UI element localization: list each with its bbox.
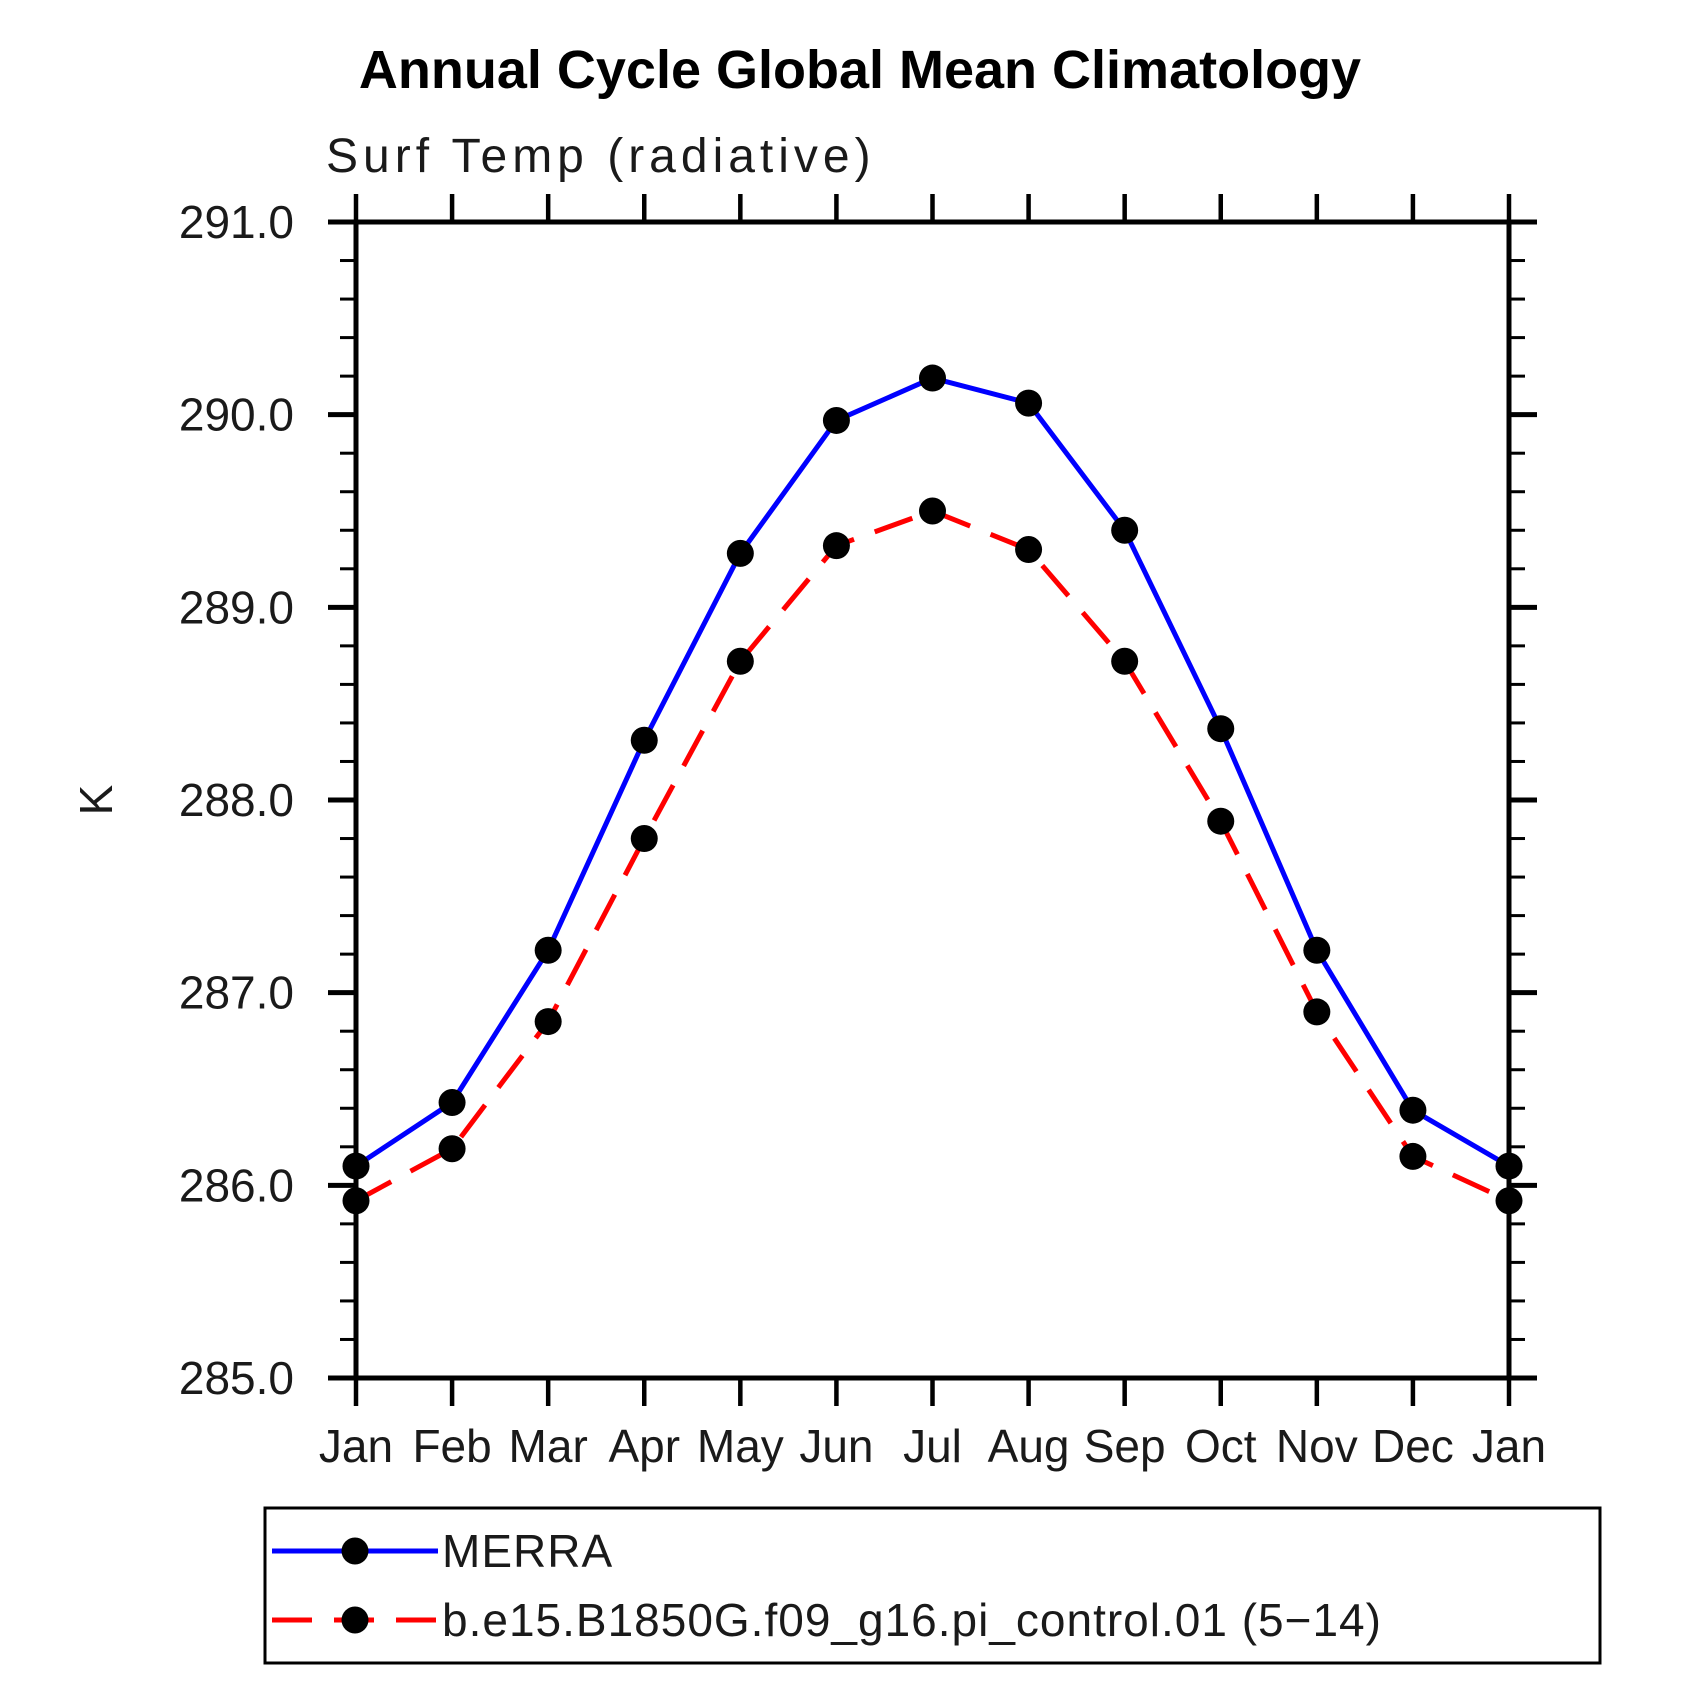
data-series bbox=[342, 364, 1523, 1215]
y-tick-label: 287.0 bbox=[179, 967, 294, 1019]
plot-border bbox=[353, 219, 1512, 1381]
y-tick-label: 288.0 bbox=[179, 774, 294, 826]
data-point-model bbox=[1207, 807, 1235, 835]
data-point-model bbox=[1399, 1142, 1427, 1170]
x-axis-ticks bbox=[353, 194, 1512, 1406]
data-point-model bbox=[822, 532, 850, 560]
data-point-merra bbox=[1303, 936, 1331, 964]
x-axis-tick-labels: Jan Feb Mar Apr May Jun Jul Aug Sep Oct Nov Dec Jan bbox=[319, 1420, 1546, 1472]
data-point-model bbox=[342, 1187, 370, 1215]
legend-marker bbox=[341, 1537, 369, 1565]
y-axis-label: K bbox=[70, 784, 122, 815]
data-point-merra bbox=[630, 726, 658, 754]
y-axis-tick-labels: 285.0 286.0 287.0 288.0 289.0 290.0 291.0 bbox=[179, 196, 294, 1404]
x-tick-label: May bbox=[697, 1420, 784, 1472]
data-point-merra bbox=[1207, 715, 1235, 743]
data-point-model bbox=[919, 497, 946, 525]
data-point-model bbox=[438, 1135, 466, 1163]
x-tick-label: Mar bbox=[509, 1420, 588, 1472]
data-point-model bbox=[630, 825, 658, 853]
data-point-model bbox=[1111, 647, 1139, 675]
data-point-merra bbox=[1015, 389, 1043, 417]
data-point-merra bbox=[1111, 516, 1139, 544]
x-tick-label: Nov bbox=[1276, 1420, 1358, 1472]
x-tick-label: Feb bbox=[412, 1420, 491, 1472]
y-tick-label: 291.0 bbox=[179, 196, 294, 248]
data-point-model bbox=[534, 1008, 562, 1036]
data-point-merra bbox=[438, 1088, 466, 1116]
data-point-merra bbox=[919, 364, 946, 392]
x-tick-label: Jan bbox=[1472, 1420, 1546, 1472]
y-tick-label: 286.0 bbox=[179, 1159, 294, 1211]
plot-frame bbox=[353, 219, 1512, 1381]
x-tick-label: Jan bbox=[319, 1420, 393, 1472]
x-tick-label: Sep bbox=[1084, 1420, 1166, 1472]
y-tick-label: 285.0 bbox=[179, 1352, 294, 1404]
series-line-merra bbox=[354, 375, 1511, 1169]
y-axis-ticks bbox=[328, 219, 1537, 1381]
data-point-model bbox=[1495, 1187, 1523, 1215]
x-tick-label: Jun bbox=[799, 1420, 873, 1472]
data-point-model bbox=[1015, 536, 1043, 564]
data-point-model bbox=[726, 647, 754, 675]
chart-title: Annual Cycle Global Mean Climatology bbox=[359, 40, 1361, 100]
data-point-merra bbox=[1399, 1096, 1427, 1124]
data-point-merra bbox=[822, 406, 850, 434]
data-point-merra bbox=[342, 1152, 370, 1180]
series-line-model bbox=[354, 508, 1511, 1204]
x-tick-label: Jul bbox=[903, 1420, 962, 1472]
x-tick-label: Dec bbox=[1372, 1420, 1454, 1472]
legend-box bbox=[263, 1506, 1602, 1665]
legend-label: MERRA bbox=[442, 1525, 613, 1577]
data-point-merra bbox=[1495, 1152, 1523, 1180]
data-point-model bbox=[1303, 998, 1331, 1026]
legend-label: b.e15.B1850G.f09_g16.pi_control.01 (5−14… bbox=[442, 1594, 1382, 1646]
data-point-merra bbox=[534, 936, 562, 964]
y-tick-label: 289.0 bbox=[179, 581, 294, 633]
y-tick-label: 290.0 bbox=[179, 389, 294, 441]
chart-subtitle: Surf Temp (radiative) bbox=[326, 130, 876, 183]
x-tick-label: Oct bbox=[1185, 1420, 1257, 1472]
data-point-merra bbox=[726, 539, 754, 567]
x-tick-label: Apr bbox=[608, 1420, 680, 1472]
legend-marker bbox=[341, 1606, 369, 1634]
x-tick-label: Aug bbox=[988, 1420, 1070, 1472]
legend: MERRA b.e15.B1850G.f09_g16.pi_control.01 … bbox=[263, 1506, 1602, 1665]
